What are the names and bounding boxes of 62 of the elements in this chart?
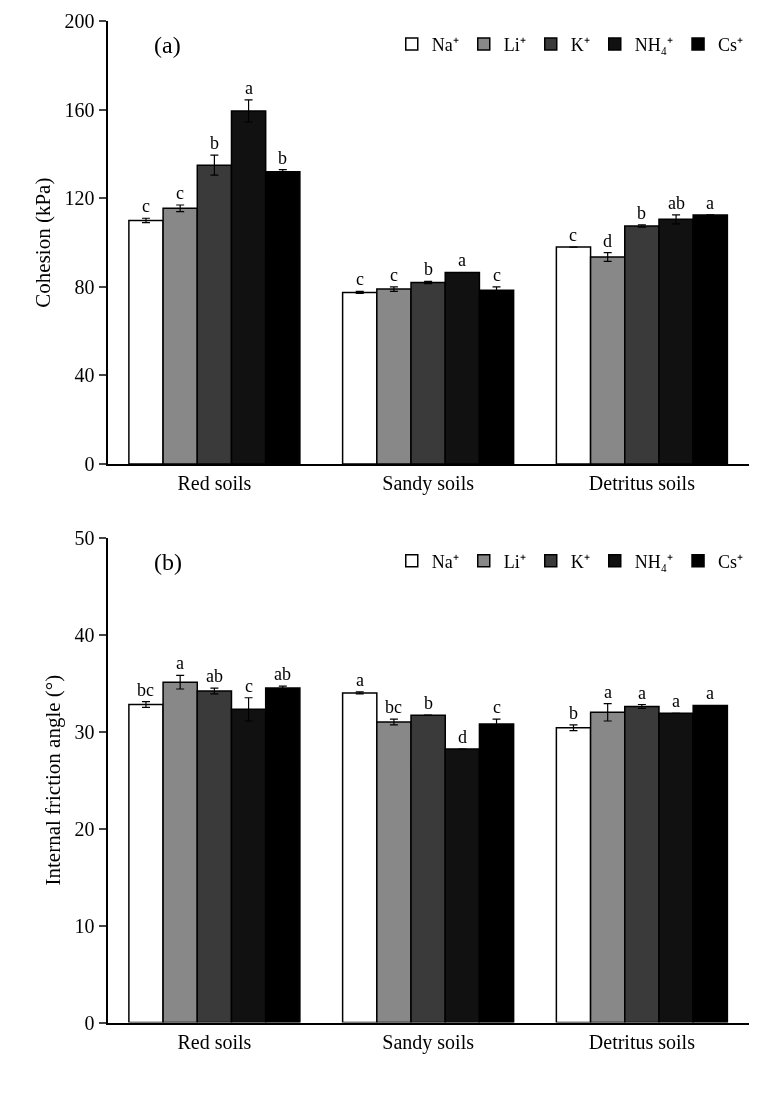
x-tick-label: Detritus soils	[588, 1030, 696, 1053]
data-label: c	[356, 269, 364, 289]
data-label: a	[176, 653, 184, 673]
y-tick-label: 40	[74, 364, 95, 387]
y-tick-label: 10	[74, 914, 95, 937]
legend-label: Cs⁺	[718, 551, 744, 572]
x-tick-label: Red soils	[177, 1030, 252, 1053]
data-label: c	[493, 697, 501, 717]
data-label: b	[637, 203, 646, 223]
legend-label: Na⁺	[431, 34, 459, 55]
y-tick-label: 120	[64, 187, 95, 210]
legend-label: Cs⁺	[718, 34, 744, 55]
data-label: b	[424, 693, 433, 713]
data-label: a	[356, 670, 364, 690]
x-tick-label: Red soils	[177, 471, 252, 494]
x-tick-label: Sandy soils	[382, 1030, 475, 1054]
data-label: c	[245, 676, 253, 696]
y-tick-label: 80	[74, 275, 95, 298]
data-label: b	[424, 259, 433, 279]
data-label: bc	[137, 680, 154, 700]
data-label: c	[569, 225, 577, 245]
chart-title: (a)	[154, 32, 181, 58]
y-tick-label: 30	[74, 720, 95, 743]
data-label: a	[706, 683, 714, 703]
data-label: a	[706, 193, 714, 213]
text: (b)	[154, 549, 182, 575]
legend-label: K⁺	[570, 551, 590, 572]
data-label: ab	[274, 664, 291, 684]
data-label: c	[176, 183, 184, 203]
data-label: a	[245, 78, 253, 98]
legend-label: K⁺	[570, 34, 590, 55]
x-tick-label: Sandy soils	[382, 471, 475, 495]
data-label: b	[278, 148, 287, 168]
data-label: a	[638, 683, 646, 703]
data-label: b	[210, 133, 219, 153]
data-label: c	[493, 265, 501, 285]
legend-label: NH₄⁺	[634, 34, 674, 55]
data-label: bc	[385, 697, 402, 717]
data-label: a	[672, 691, 680, 711]
data-label: b	[569, 703, 578, 723]
data-label: ab	[668, 193, 685, 213]
y-axis-title: Cohesion (kPa)	[31, 177, 56, 308]
x-tick-label: Detritus soils	[588, 471, 696, 494]
legend-label: Li⁺	[503, 551, 526, 572]
y-tick-label: 40	[74, 623, 95, 646]
y-tick-label: 0	[84, 452, 95, 475]
legend-label: NH₄⁺	[634, 551, 674, 572]
data-label: d	[458, 727, 467, 747]
data-label: c	[390, 265, 398, 285]
data-label: a	[604, 682, 612, 702]
y-tick-label: 20	[74, 817, 95, 840]
data-label: d	[603, 231, 612, 251]
data-label: c	[142, 196, 150, 216]
y-tick-label: 200	[64, 10, 95, 33]
legend-label: Na⁺	[431, 551, 459, 572]
data-label: ab	[206, 666, 223, 686]
y-tick-label: 160	[64, 98, 95, 121]
legend-label: Li⁺	[503, 34, 526, 55]
y-axis-title: Internal friction angle (°)	[41, 674, 66, 886]
y-tick-label: 50	[74, 526, 95, 549]
data-label: a	[458, 250, 466, 270]
y-tick-label: 0	[84, 1011, 95, 1034]
